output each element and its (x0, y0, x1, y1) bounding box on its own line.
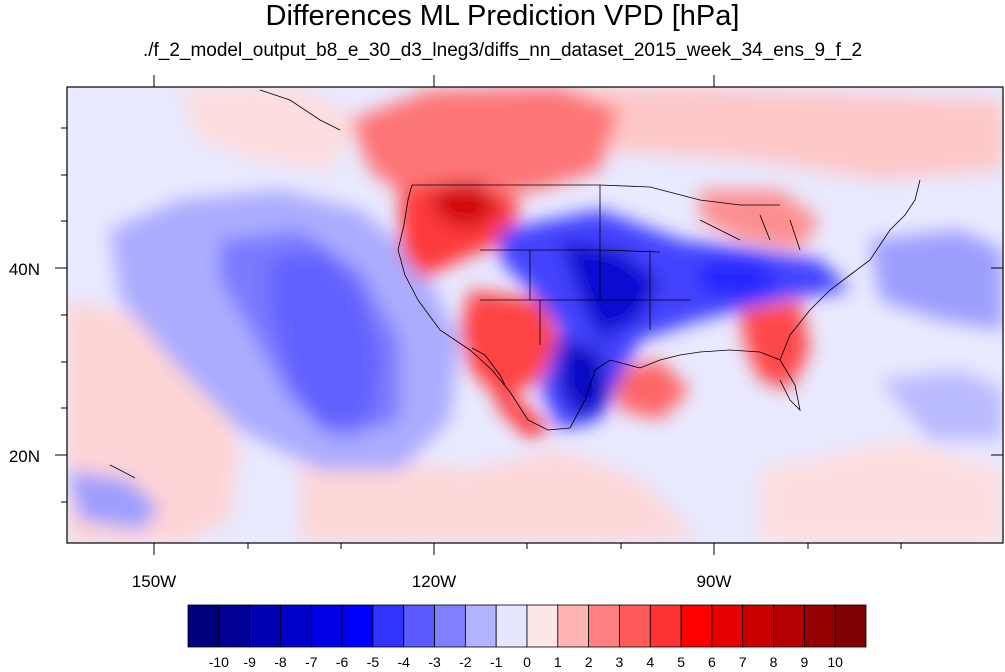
colorbar (187, 604, 867, 648)
coastlines-and-borders (109, 89, 921, 479)
map-subtitle: ./f_2_model_output_b8_e_30_d3_lneg3/diff… (142, 40, 863, 61)
colorbar-tick-label: 6 (708, 654, 716, 670)
colorbar-tick-label: 5 (677, 654, 685, 670)
colorbar-swatch (680, 604, 713, 648)
colorbar-tick-label: -7 (305, 654, 318, 670)
colorbar-swatch (434, 604, 466, 648)
colorbar-tick-label: -2 (459, 654, 472, 670)
colorbar-swatch (249, 604, 281, 648)
colorbar-swatch (341, 604, 374, 648)
map-title: Differences ML Prediction VPD [hPa] (265, 0, 740, 32)
colorbar-swatch (803, 604, 836, 648)
colorbar-swatch (495, 604, 528, 648)
colorbar-swatch (742, 604, 774, 648)
colorbar-swatch (372, 604, 405, 648)
lat-label-20n: 20N (9, 447, 40, 466)
colorbar-tick-label: 1 (554, 654, 562, 670)
colorbar-tick-label: -1 (490, 654, 503, 670)
colorbar-tick-label: 9 (800, 654, 808, 670)
colorbar-tick-label: -4 (398, 654, 411, 670)
colorbar-tick-label: -6 (336, 654, 349, 670)
colorbar-tick-label: 2 (585, 654, 593, 670)
colorbar-swatch (773, 604, 805, 648)
colorbar-swatch (403, 604, 435, 648)
colorbar-tick-label: -9 (243, 654, 256, 670)
colorbar-swatch (464, 604, 497, 648)
colorbar-swatch (619, 604, 651, 648)
colorbar-tick-label: 4 (646, 654, 654, 670)
lat-label-40n: 40N (9, 260, 40, 279)
colorbar-swatch (557, 604, 590, 648)
colorbar-swatch (218, 604, 251, 648)
colorbar-swatch (187, 604, 220, 648)
colorbar-tick-label: -5 (367, 654, 380, 670)
colorbar-tick-label: -3 (428, 654, 441, 670)
vpd-difference-field (67, 87, 1003, 543)
colorbar-swatch (280, 604, 312, 648)
colorbar-swatch (649, 604, 682, 648)
colorbar-tick-label: 8 (770, 654, 778, 670)
colorbar-labels: -10 -9 -8 -7 -6 -5 -4 -3 -2 -1 0 1 2 3 4 5 6 7 8 9 10 (209, 654, 843, 670)
colorbar-swatch (711, 604, 744, 648)
colorbar-swatch (834, 604, 867, 648)
lon-label-120w: 120W (412, 572, 456, 591)
colorbar-tick-label: 0 (523, 654, 531, 670)
colorbar-swatch (588, 604, 620, 648)
lon-label-150w: 150W (132, 572, 176, 591)
colorbar-tick-label: -8 (274, 654, 287, 670)
colorbar-tick-label: 10 (827, 654, 843, 670)
colorbar-tick-label: -10 (209, 654, 229, 670)
colorbar-tick-label: 7 (739, 654, 747, 670)
colorbar-tick-label: 3 (616, 654, 624, 670)
lon-label-90w: 90W (697, 572, 732, 591)
axis-ticks (55, 75, 1003, 555)
colorbar-swatch (310, 604, 343, 648)
colorbar-swatch (526, 604, 559, 648)
